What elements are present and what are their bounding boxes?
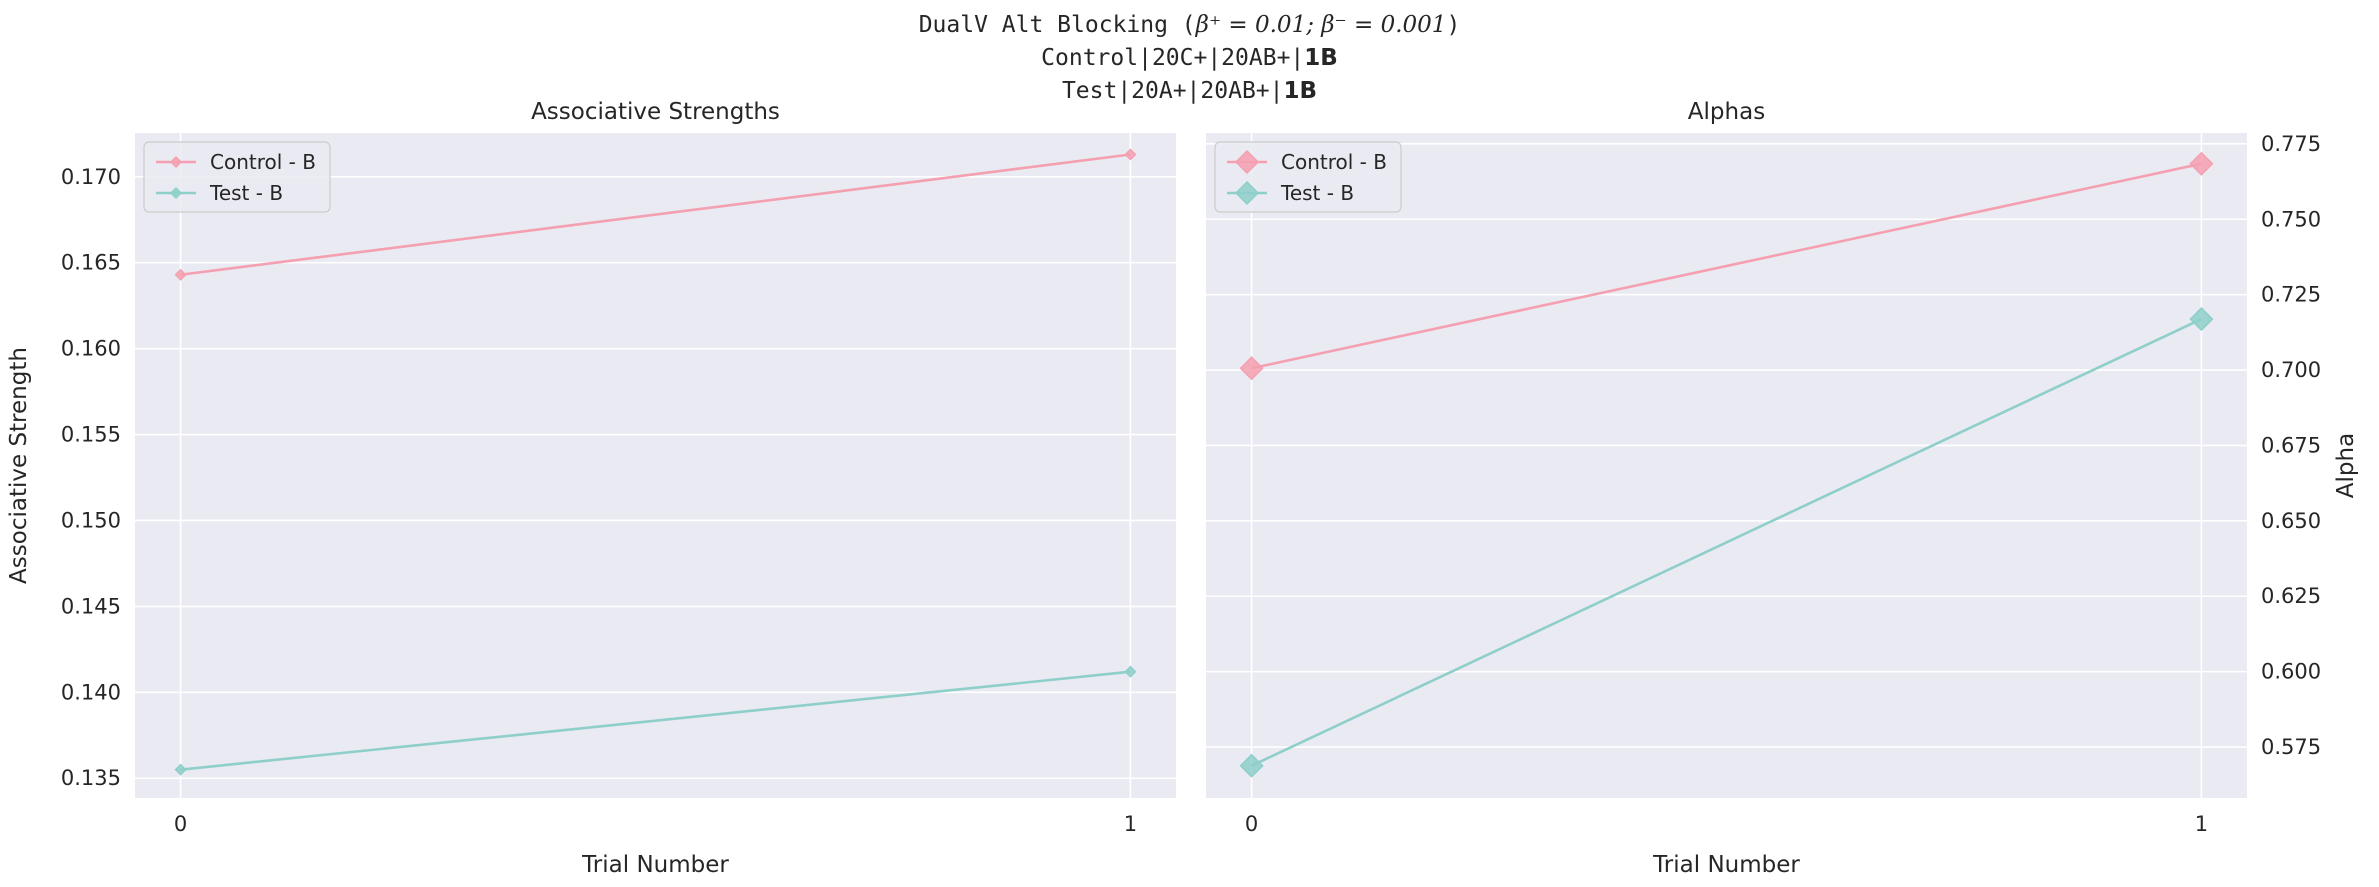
associative-strengths-panel: 0.135 0.140 0.145 0.150 0.155 0.160 0.165 0.170…	[6, 99, 1176, 878]
legend-box	[143, 141, 331, 213]
y-tick-label: 0.750	[2261, 207, 2321, 231]
x-axis-label: Trial Number	[1652, 852, 1800, 878]
series-line-control-b	[180, 153, 1131, 277]
plot-background	[1206, 133, 2247, 798]
y-tick-label: 0.650	[2261, 509, 2321, 533]
x-tick-label: 1	[1124, 812, 1137, 836]
legend-box	[1214, 141, 1402, 213]
y-tick-label: 0.155	[61, 423, 121, 447]
y-tick-label: 0.135	[61, 766, 121, 790]
plot-background	[135, 133, 1176, 798]
legend-marker-test-b	[169, 186, 183, 200]
y-tick-label: 0.725	[2261, 283, 2321, 307]
series-line-test-b	[180, 670, 1131, 771]
x-axis-label: Trial Number	[581, 852, 729, 878]
y-tick-label: 0.170	[61, 165, 121, 189]
data-point-control-b	[2189, 151, 2214, 176]
panel-title: Alphas	[1688, 99, 1765, 125]
data-point-test-b	[1124, 665, 1137, 678]
legend-marker-control-b	[169, 155, 183, 169]
data-point-test-b	[174, 763, 187, 776]
data-point-test-b	[2189, 307, 2214, 332]
alphas-panel: 0.575 0.600 0.625 0.650 0.675 0.700 0.725 0.750…	[1206, 99, 2359, 878]
y-tick-label: 0.675	[2261, 433, 2321, 457]
data-point-control-b	[1239, 356, 1264, 381]
legend-label-test-b: Test - B	[1280, 181, 1354, 205]
x-tick-label: 1	[2195, 812, 2208, 836]
figure-title-line-3: Test|20A+|20AB+|1B	[1061, 78, 1318, 104]
series-line-control-b	[1251, 162, 2202, 370]
y-tick-label: 0.575	[2261, 735, 2321, 759]
y-tick-label: 0.145	[61, 594, 121, 618]
legend-label-control-b: Control - B	[1281, 150, 1387, 174]
y-tick-label: 0.165	[61, 251, 121, 275]
y-tick-label: 0.140	[61, 680, 121, 704]
y-tick-label: 0.150	[61, 508, 121, 532]
x-tick-label: 0	[174, 812, 187, 836]
y-tick-label: 0.700	[2261, 358, 2321, 382]
y-tick-label: 0.600	[2261, 660, 2321, 684]
y-axis-label: Associative Strength	[6, 347, 32, 584]
panel-title: Associative Strengths	[531, 99, 780, 125]
y-axis-label: Alpha	[2333, 433, 2359, 498]
legend-marker-control-b	[1234, 149, 1260, 175]
data-point-control-b	[1124, 148, 1137, 161]
series-line-test-b	[1251, 317, 2202, 767]
data-point-control-b	[174, 268, 187, 281]
x-tick-label: 0	[1245, 812, 1258, 836]
y-tick-label: 0.775	[2261, 132, 2321, 156]
data-point-test-b	[1239, 753, 1264, 778]
figure-title-line-2: Control|20C+|20AB+|1B	[1041, 45, 1338, 71]
y-tick-label: 0.625	[2261, 584, 2321, 608]
legend-label-control-b: Control - B	[210, 150, 316, 174]
figure-title-line-1: DualV Alt Blocking (β⁺ = 0.01; β⁻ = 0.00…	[918, 12, 1461, 38]
legend-label-test-b: Test - B	[209, 181, 283, 205]
y-tick-label: 0.160	[61, 337, 121, 361]
legend-marker-test-b	[1234, 180, 1260, 206]
